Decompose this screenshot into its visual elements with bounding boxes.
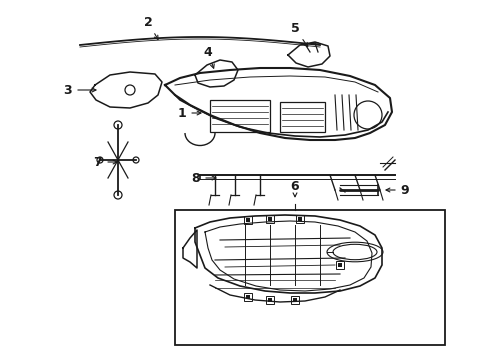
Bar [280,102,325,132]
Bar [265,296,273,304]
Bar [295,215,304,223]
Bar [335,261,343,269]
Bar [245,218,249,222]
Text: 9: 9 [385,184,408,197]
Text: 8: 8 [191,171,216,185]
Text: 3: 3 [63,84,96,96]
Text: 7: 7 [93,156,117,168]
Bar [297,217,302,221]
Bar [244,216,251,224]
Text: 2: 2 [143,15,158,40]
Bar [244,293,251,301]
Bar [290,296,298,304]
Bar [175,210,444,345]
Text: 4: 4 [203,45,214,68]
Text: 1: 1 [177,107,201,120]
Bar [292,298,296,302]
Bar [265,215,273,223]
Bar [267,217,271,221]
Bar [245,295,249,299]
Bar [209,100,269,132]
Text: 5: 5 [290,22,307,47]
Text: 6: 6 [290,180,299,197]
Bar [267,298,271,302]
Bar [337,263,341,267]
